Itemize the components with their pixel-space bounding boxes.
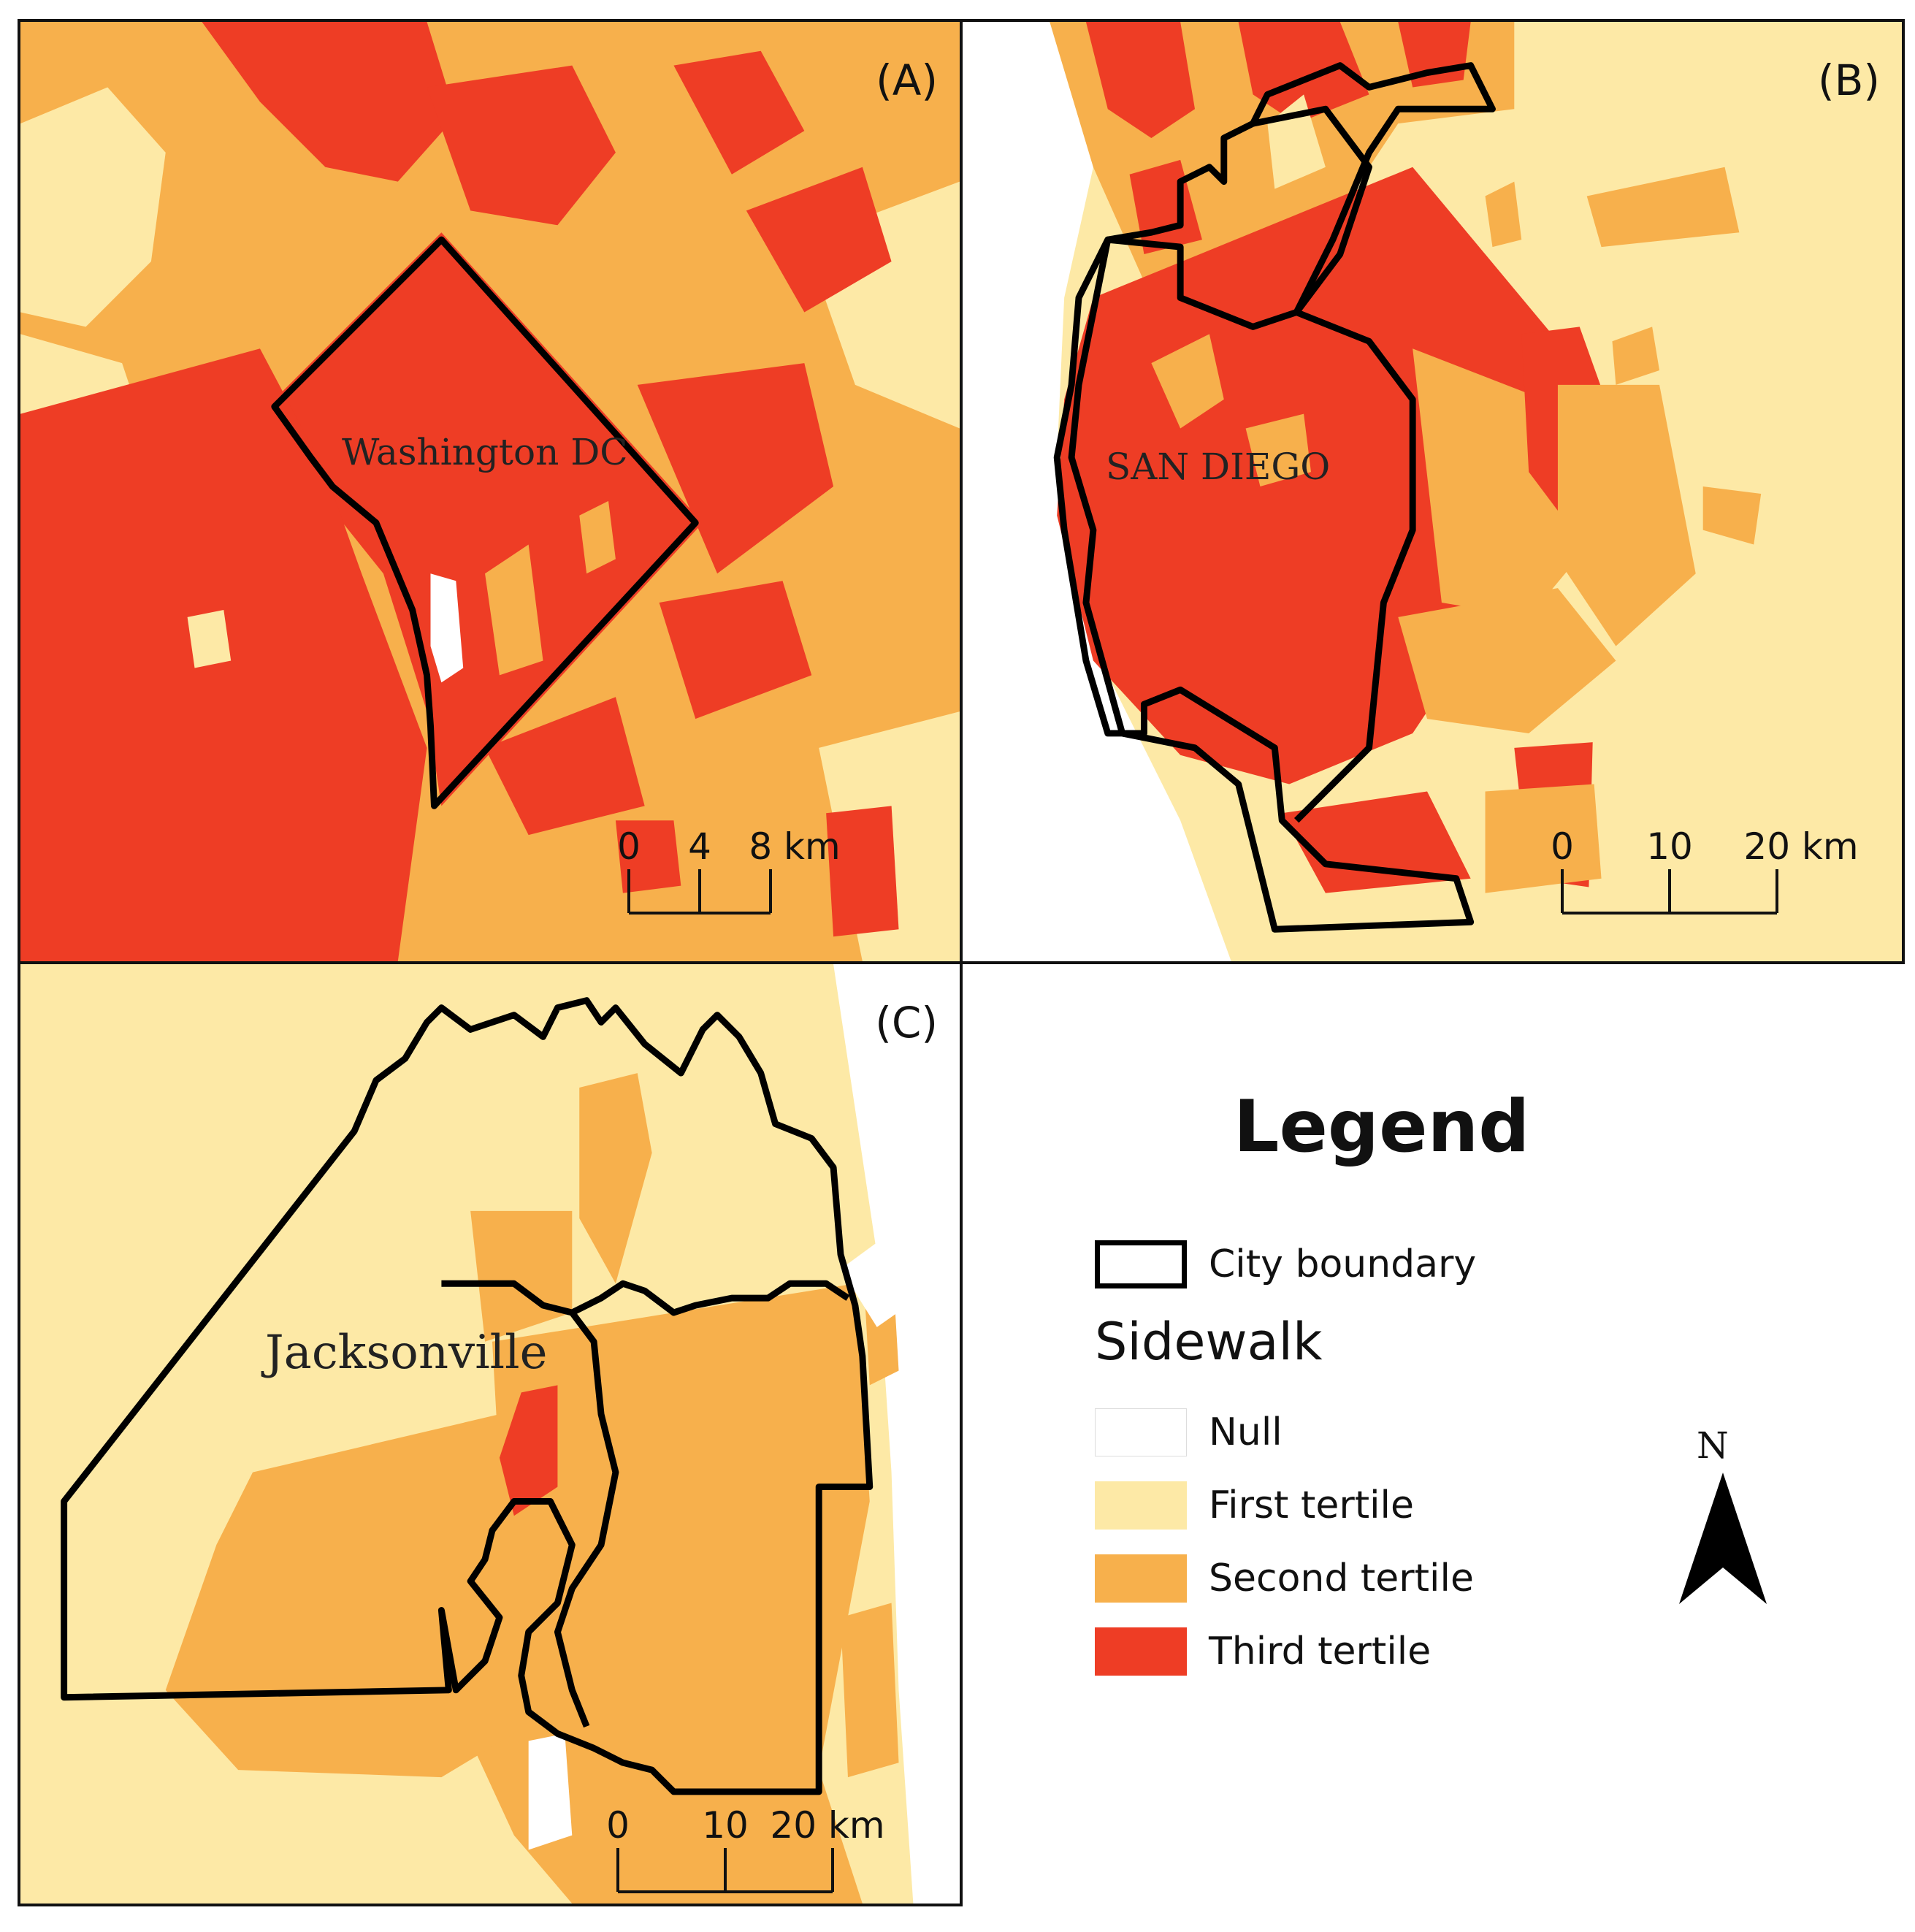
legend-row-first-tertile: First tertile xyxy=(1095,1480,1414,1531)
scale-bar-b: 0 10 20 km xyxy=(1551,825,1859,915)
legend-swatch-boundary xyxy=(1095,1240,1187,1288)
legend-label-null: Null xyxy=(1209,1410,1283,1454)
legend-row-null: Null xyxy=(1095,1407,1283,1458)
map-panel-washington: (A) Washington DC 0 4 8 km xyxy=(18,19,963,964)
scale-tick-b-0: 0 xyxy=(1551,825,1574,868)
scale-tick-a-1: 4 xyxy=(688,825,711,868)
legend-label-third-tertile: Third tertile xyxy=(1209,1630,1432,1673)
scale-bar-c: 0 10 20 km xyxy=(606,1804,885,1893)
legend-row-third-tertile: Third tertile xyxy=(1095,1626,1431,1677)
legend-title: Legend xyxy=(1234,1085,1530,1169)
scale-tick-a-0: 0 xyxy=(617,825,641,868)
north-letter: N xyxy=(1697,1424,1729,1467)
map-san-diego xyxy=(963,22,1902,961)
scale-tick-c-2: 20 km xyxy=(770,1804,885,1847)
legend-swatch-first-tertile xyxy=(1095,1481,1187,1530)
map-panel-jacksonville: (C) Jacksonville 0 10 20 km xyxy=(18,961,963,1906)
scale-tick-a-2: 8 km xyxy=(749,825,841,868)
legend-label-boundary: City boundary xyxy=(1209,1242,1477,1286)
city-label-san-diego: SAN DIEGO xyxy=(1106,446,1331,488)
scale-tick-b-2: 20 km xyxy=(1743,825,1859,868)
legend-swatch-second-tertile xyxy=(1095,1554,1187,1603)
legend-panel: Legend City boundary Sidewalk Null First… xyxy=(960,961,1905,1906)
scale-tick-c-0: 0 xyxy=(606,1804,630,1847)
panel-label-c: (C) xyxy=(875,998,938,1047)
legend-subtitle: Sidewalk xyxy=(1095,1312,1323,1372)
legend-label-first-tertile: First tertile xyxy=(1209,1484,1414,1527)
map-panel-san-diego: (B) SAN DIEGO 0 10 20 km xyxy=(960,19,1905,964)
city-label-washington: Washington DC xyxy=(342,431,628,473)
panel-label-a: (A) xyxy=(876,56,938,105)
scale-tick-b-1: 10 xyxy=(1646,825,1693,868)
map-washington xyxy=(20,22,960,961)
legend-row-boundary: City boundary xyxy=(1095,1239,1476,1290)
legend-swatch-null xyxy=(1095,1408,1187,1456)
map-jacksonville xyxy=(20,964,960,1904)
legend-swatch-third-tertile xyxy=(1095,1627,1187,1676)
legend-row-second-tertile: Second tertile xyxy=(1095,1553,1474,1604)
panel-label-b: (B) xyxy=(1817,56,1880,105)
scale-bar-a: 0 4 8 km xyxy=(617,825,841,915)
north-arrow-icon xyxy=(1679,1473,1767,1604)
legend-label-second-tertile: Second tertile xyxy=(1209,1557,1474,1600)
city-label-jacksonville: Jacksonville xyxy=(265,1326,548,1380)
scale-tick-c-1: 10 xyxy=(702,1804,749,1847)
